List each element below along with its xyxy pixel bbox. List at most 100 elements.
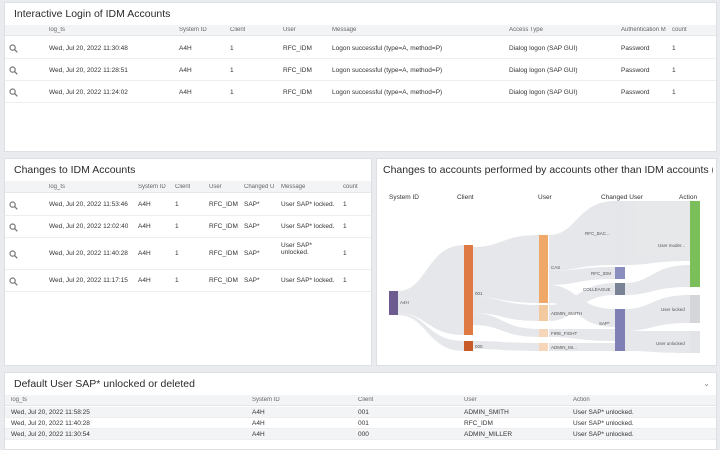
sankey-diagram: System ID Client User Changed User Actio… (389, 194, 700, 353)
cell-client: 001 (358, 409, 369, 416)
col-header-log-ts[interactable]: log_ts (49, 184, 66, 190)
cell-log-ts: Wed, Jul 20, 2022 11:28:51 (49, 67, 128, 74)
table-row[interactable]: Wed, Jul 20, 2022 11:17:15 A4H 1 RFC_IDM SAP… (5, 270, 371, 292)
node-changed-rfc-bac[interactable] (615, 201, 625, 265)
cell-client: 1 (175, 223, 179, 230)
node-label-rfc-bac: RFC_BAC... (585, 231, 610, 236)
col-header-count[interactable]: count (343, 184, 358, 190)
table-row[interactable]: Wed, Jul 20, 2022 11:30:48 A4H 1 RFC_IDM Log… (5, 37, 716, 59)
table-row[interactable]: Wed, Jul 20, 2022 11:40:28 A4H 1 RFC_IDM SAP… (5, 238, 371, 270)
panel-title: Interactive Login of IDM Accounts (14, 8, 171, 20)
table-row[interactable]: Wed, Jul 20, 2022 11:28:51 A4H 1 RFC_IDM Log… (5, 59, 716, 81)
node-changed-rfc-idm[interactable] (615, 267, 625, 279)
col-header-message[interactable]: Message (281, 184, 306, 190)
col-header-user[interactable]: User (464, 397, 477, 403)
node-a4h[interactable] (389, 291, 398, 315)
magnifier-icon[interactable] (9, 277, 18, 286)
col-header-changed-user[interactable]: Changed U (244, 184, 275, 190)
cell-access-type: Dialog logon (SAP GUI) (509, 89, 578, 96)
node-action-user-unlocked[interactable] (690, 331, 700, 353)
panel-interactive-login: Interactive Login of IDM Accounts log_ts… (4, 2, 717, 152)
node-label-001: 001 (475, 291, 483, 296)
cell-user: RFC_IDM (464, 420, 493, 427)
cell-system-id: A4H (138, 277, 151, 284)
cell-log-ts: Wed, Jul 20, 2022 11:24:02 (49, 89, 128, 96)
col-header-client[interactable]: Client (175, 184, 191, 190)
col-header-client[interactable]: Client (230, 27, 246, 33)
link-sap-user-locked[interactable] (625, 295, 690, 331)
node-user-admin-mi[interactable] (539, 343, 548, 351)
cell-auth-method: Password (621, 89, 650, 96)
link-admin-mi-sap[interactable] (549, 343, 615, 351)
node-label-000: 000 (475, 344, 483, 349)
col-header-access-type[interactable]: Access Type (509, 27, 543, 33)
node-label-rfc-idm: RFC_IDM (591, 271, 611, 276)
magnifier-icon[interactable] (9, 66, 18, 75)
cell-message: User SAP* locked. (281, 223, 335, 230)
cell-user: ADMIN_SMITH (464, 409, 509, 416)
col-header-system-id[interactable]: System ID (138, 184, 166, 190)
col-header-client[interactable]: Client (358, 397, 374, 403)
col-header-user[interactable]: User (283, 27, 296, 33)
node-client-000[interactable] (464, 341, 473, 351)
col-header-log-ts[interactable]: log_ts (11, 397, 28, 403)
col-header-system-id[interactable]: System ID (179, 27, 207, 33)
cell-log-ts: Wed, Jul 20, 2022 11:40:28 (11, 420, 90, 427)
link-cas-sap[interactable] (549, 285, 615, 327)
cell-system-id: A4H (138, 201, 151, 208)
magnifier-icon[interactable] (9, 223, 18, 232)
col-header-log-ts[interactable]: log_ts (49, 27, 66, 33)
table-row[interactable]: Wed, Jul 20, 2022 11:24:02 A4H 1 RFC_IDM Log… (5, 81, 716, 103)
link-001-cas[interactable] (473, 235, 539, 303)
node-changed-sap[interactable] (615, 309, 625, 351)
node-label-sap: SAP* (599, 321, 610, 326)
node-changed-colleague[interactable] (615, 283, 625, 295)
cell-log-ts: Wed, Jul 20, 2022 11:17:15 (49, 277, 128, 284)
node-user-admin-smith[interactable] (539, 305, 548, 321)
node-label-admin-mi: ADMIN_MI... (551, 345, 577, 350)
col-label-user: User (538, 194, 553, 201)
table-header: log_ts System ID Client User Changed U M… (5, 181, 371, 193)
link-000-admin-mi[interactable] (473, 341, 539, 351)
col-header-action[interactable]: Action (573, 397, 590, 403)
cell-user: RFC_IDM (209, 223, 238, 230)
link-rfc-bac-user-mod[interactable] (625, 201, 690, 265)
cell-client: 1 (175, 201, 179, 208)
node-action-user-mod[interactable] (690, 201, 700, 287)
magnifier-icon[interactable] (9, 250, 18, 259)
table-row[interactable]: Wed, Jul 20, 2022 11:58:25 A4H 001 ADMIN_SM… (5, 407, 716, 418)
link-cas-rfc-idm[interactable] (549, 267, 615, 285)
col-header-message[interactable]: Message (332, 27, 357, 33)
link-001-admin-smith[interactable] (473, 297, 539, 321)
col-header-auth-method[interactable]: Authentication M (621, 27, 666, 33)
link-001-fire-fight[interactable] (473, 313, 539, 337)
link-sap-user-unlocked[interactable] (625, 331, 690, 353)
link-fire-fight-sap[interactable] (549, 329, 615, 341)
link-a4h-001[interactable] (398, 245, 464, 335)
cell-client: 1 (230, 45, 234, 52)
link-colleague-user-mod[interactable] (625, 265, 690, 295)
table-row[interactable]: Wed, Jul 20, 2022 11:53:46 A4H 1 RFC_IDM SAP… (5, 194, 371, 216)
link-cas-rfc-bac[interactable] (549, 201, 615, 271)
col-header-count[interactable]: count (672, 27, 687, 33)
col-header-system-id[interactable]: System ID (252, 397, 280, 403)
node-action-user-locked[interactable] (690, 295, 700, 323)
node-user-cas[interactable] (539, 235, 548, 303)
col-label-action: Action (679, 194, 697, 201)
panel-title: Changes to accounts performed by account… (383, 164, 713, 176)
magnifier-icon[interactable] (9, 201, 18, 210)
node-label-admin-smith: ADMIN_SMITH (551, 311, 582, 316)
cell-access-type: Dialog logon (SAP GUI) (509, 45, 578, 52)
magnifier-icon[interactable] (9, 88, 18, 97)
table-row[interactable]: Wed, Jul 20, 2022 11:40:28 A4H 001 RFC_IDM U… (5, 418, 716, 429)
node-user-fire-fight[interactable] (539, 329, 548, 337)
link-admin-smith-colleague[interactable] (549, 283, 615, 321)
table-row[interactable]: Wed, Jul 20, 2022 11:30:54 A4H 000 ADMIN_MI… (5, 429, 716, 440)
link-a4h-000[interactable] (398, 313, 464, 351)
node-client-001[interactable] (464, 245, 473, 335)
chevron-down-icon[interactable]: ⌄ (703, 379, 710, 388)
col-header-user[interactable]: User (209, 184, 222, 190)
cell-client: 001 (358, 420, 369, 427)
magnifier-icon[interactable] (9, 44, 18, 53)
table-row[interactable]: Wed, Jul 20, 2022 12:02:40 A4H 1 RFC_IDM SAP… (5, 216, 371, 238)
